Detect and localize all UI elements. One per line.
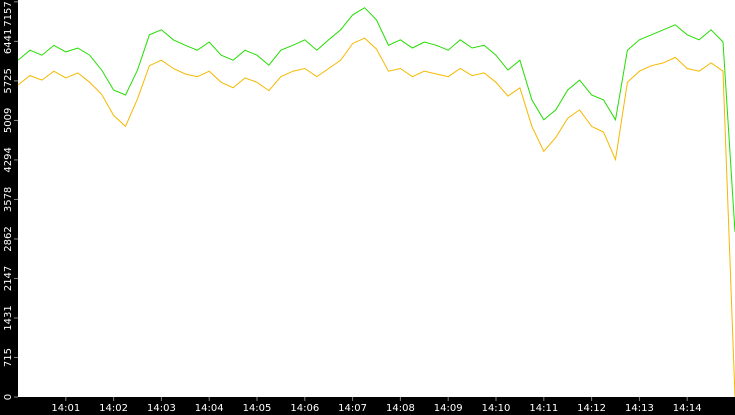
- y-tick-label: 715: [3, 348, 14, 367]
- series-line: [17, 37, 735, 398]
- x-tick-label: 14:12: [577, 403, 606, 414]
- x-tick-label: 14:04: [195, 403, 224, 414]
- y-tick-label: 1431: [3, 305, 14, 330]
- x-tick-label: 14:07: [338, 403, 367, 414]
- y-tick-label: 3578: [3, 187, 14, 212]
- x-tick-label: 14:10: [482, 403, 511, 414]
- y-tick-label: 7157: [3, 1, 14, 26]
- y-tick-label: 0: [3, 394, 14, 400]
- y-tick-label: 5725: [3, 68, 14, 93]
- x-tick-label: 14:06: [290, 403, 319, 414]
- x-tick-label: 14:08: [386, 403, 415, 414]
- y-tick-label: 6441: [3, 29, 14, 54]
- x-tick-label: 14:03: [147, 403, 176, 414]
- x-tick-label: 14:02: [99, 403, 128, 414]
- y-axis-strip: [0, 0, 18, 415]
- x-tick-label: 14:01: [51, 403, 80, 414]
- y-tick-label: 2862: [3, 226, 14, 251]
- x-tick-label: 14:09: [434, 403, 463, 414]
- y-tick-label: 4294: [3, 147, 14, 172]
- y-tick-label: 5009: [3, 108, 14, 133]
- y-tick-label: 2147: [3, 266, 14, 291]
- x-tick-label: 14:11: [529, 403, 558, 414]
- x-tick-label: 14:05: [243, 403, 272, 414]
- series-line: [17, 7, 735, 232]
- x-tick-label: 14:13: [625, 403, 654, 414]
- x-tick-label: 14:14: [673, 403, 702, 414]
- x-axis-strip: [0, 397, 735, 415]
